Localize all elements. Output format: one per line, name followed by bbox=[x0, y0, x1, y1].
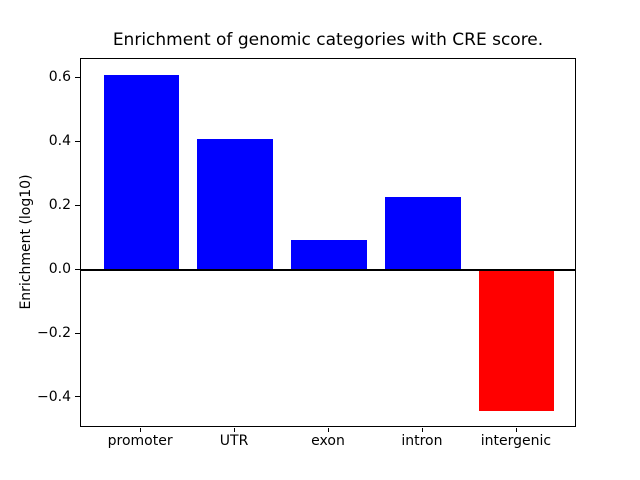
plot-area bbox=[80, 58, 576, 427]
y-tick-mark bbox=[75, 332, 80, 334]
x-tick-label-exon: exon bbox=[311, 433, 345, 449]
y-tick-mark bbox=[75, 396, 80, 398]
bar-intron bbox=[385, 196, 461, 271]
bar-exon bbox=[291, 239, 367, 271]
y-tick-label: 0.0 bbox=[48, 261, 71, 278]
bar-promoter bbox=[103, 75, 179, 271]
x-tick-mark-intron bbox=[421, 428, 423, 432]
zero-baseline bbox=[81, 269, 575, 272]
y-tick-mark bbox=[75, 268, 80, 270]
x-tick-label-promoter: promoter bbox=[107, 433, 173, 449]
x-tick-mark-intergenic bbox=[515, 428, 517, 432]
x-tick-label-intron: intron bbox=[401, 433, 443, 449]
x-tick-mark-exon bbox=[328, 428, 329, 432]
x-tick-mark-promoter bbox=[140, 428, 142, 432]
x-tick-label-UTR: UTR bbox=[219, 433, 249, 449]
y-tick-mark bbox=[75, 76, 80, 78]
bar-intergenic bbox=[479, 270, 555, 411]
y-tick-label: 0.4 bbox=[48, 133, 71, 150]
x-tick-mark-UTR bbox=[234, 428, 236, 432]
y-tick-label: 0.6 bbox=[48, 69, 71, 86]
y-axis-label: Enrichment (log10) bbox=[18, 174, 34, 310]
x-tick-label-intergenic: intergenic bbox=[480, 433, 552, 449]
y-tick-label: −0.4 bbox=[37, 388, 71, 405]
y-tick-mark bbox=[75, 204, 80, 206]
y-tick-mark bbox=[75, 140, 80, 142]
y-tick-label: 0.2 bbox=[48, 197, 71, 214]
bar-UTR bbox=[197, 139, 273, 271]
chart-title: Enrichment of genomic categories with CR… bbox=[112, 30, 544, 50]
y-tick-label: −0.2 bbox=[37, 325, 71, 342]
